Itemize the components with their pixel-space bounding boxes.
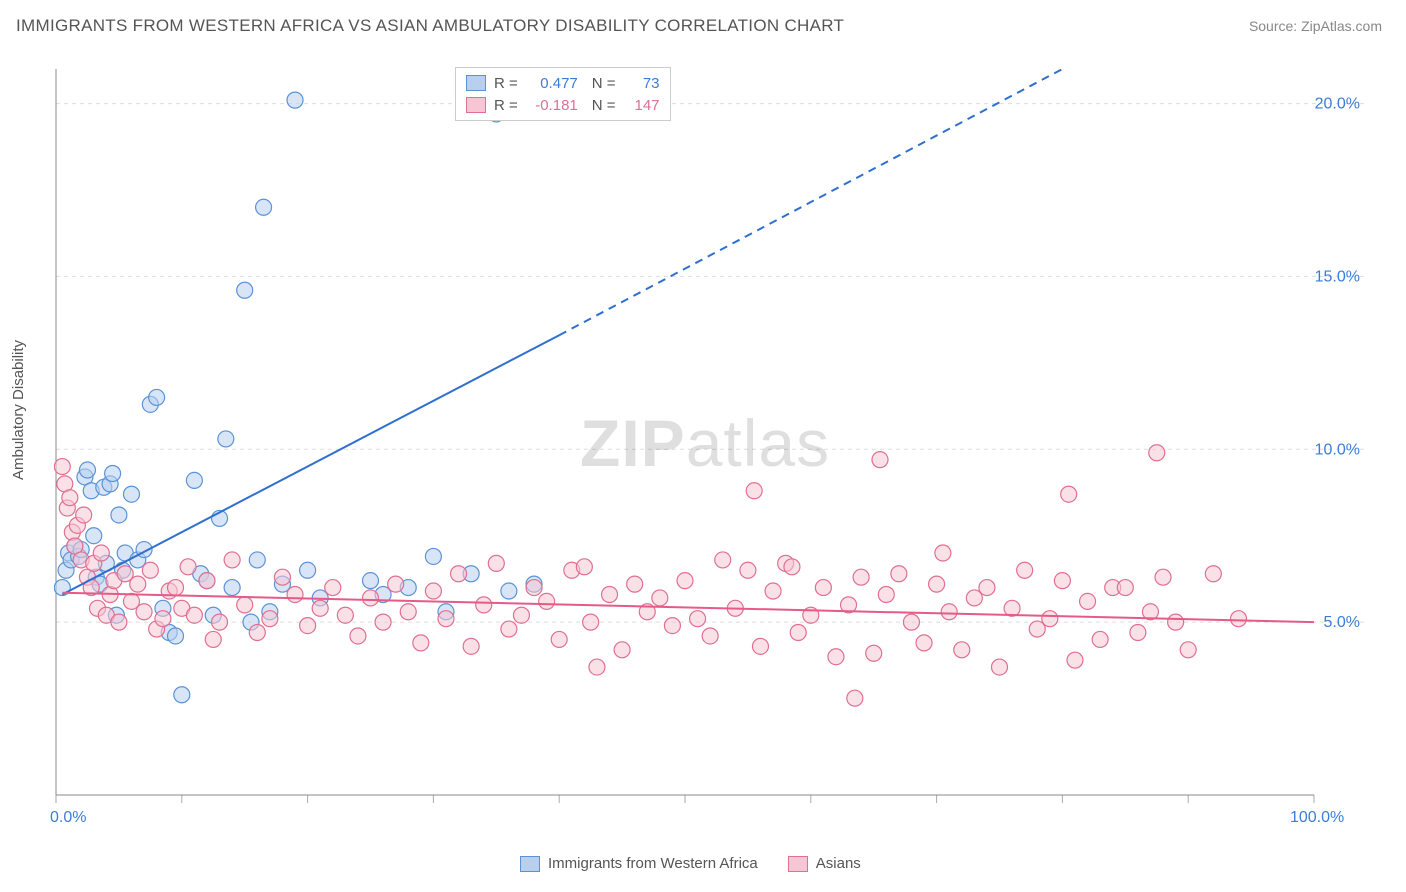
series-legend-item: Asians (788, 855, 861, 872)
x-axis-max-label: 100.0% (1290, 809, 1344, 827)
y-axis-label: Ambulatory Disability (10, 340, 27, 480)
series-legend-label: Asians (816, 855, 861, 872)
correlation-legend-box: R = 0.477 N = 73 R = -0.181 N = 147 (455, 67, 671, 121)
legend-n-value: 147 (622, 97, 660, 114)
legend-swatch (788, 856, 808, 872)
svg-text:10.0%: 10.0% (1315, 441, 1360, 458)
svg-text:15.0%: 15.0% (1315, 268, 1360, 285)
legend-r-label: R = (494, 75, 518, 92)
svg-text:5.0%: 5.0% (1324, 614, 1360, 631)
legend-n-label: N = (592, 75, 616, 92)
legend-row: R = -0.181 N = 147 (466, 94, 660, 116)
legend-r-label: R = (494, 97, 518, 114)
series-legend-label: Immigrants from Western Africa (548, 855, 758, 872)
legend-r-value: -0.181 (524, 97, 578, 114)
legend-swatch (466, 97, 486, 113)
chart-plot-area: 5.0% 10.0% 15.0% 20.0% (54, 65, 1364, 825)
legend-swatch (520, 856, 540, 872)
series-legend: Immigrants from Western Africa Asians (520, 855, 861, 872)
legend-swatch (466, 75, 486, 91)
source-attribution: Source: ZipAtlas.com (1249, 18, 1382, 34)
svg-text:20.0%: 20.0% (1315, 96, 1360, 113)
series-legend-item: Immigrants from Western Africa (520, 855, 758, 872)
legend-r-value: 0.477 (524, 75, 578, 92)
scatter-plot-svg: 5.0% 10.0% 15.0% 20.0% (54, 65, 1364, 825)
legend-row: R = 0.477 N = 73 (466, 72, 660, 94)
legend-n-label: N = (592, 97, 616, 114)
x-axis-min-label: 0.0% (50, 809, 86, 827)
legend-n-value: 73 (622, 75, 660, 92)
chart-title: IMMIGRANTS FROM WESTERN AFRICA VS ASIAN … (16, 16, 844, 36)
